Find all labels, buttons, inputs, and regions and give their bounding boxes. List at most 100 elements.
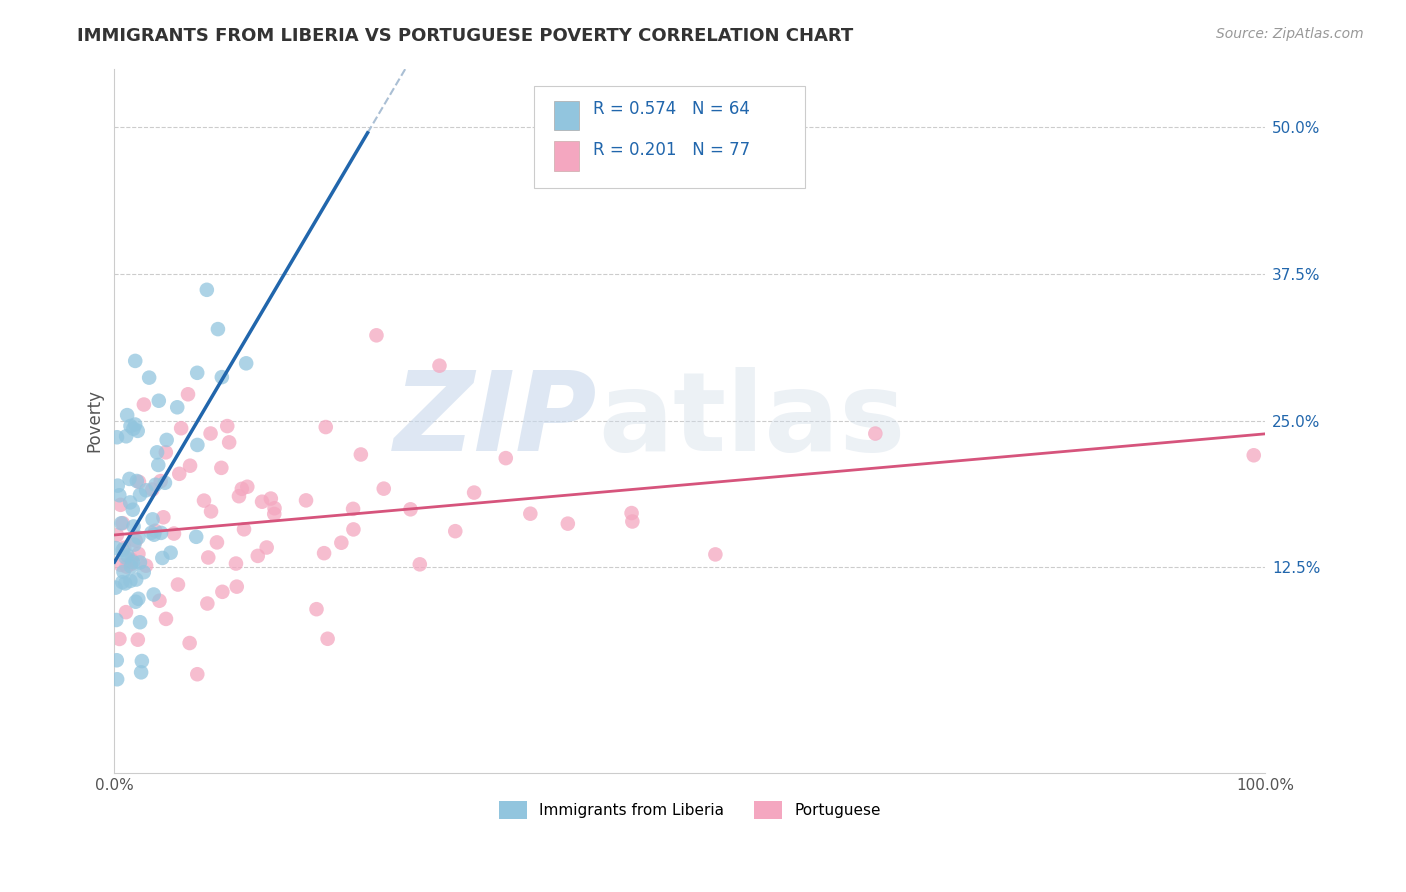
Point [112, 541, 135, 555]
Point [122, 555, 145, 569]
Point [444, 524, 467, 538]
Point [143, 524, 166, 538]
Point [316, 632, 339, 646]
Point [148, 458, 170, 472]
Point [170, 421, 193, 435]
Point [557, 516, 579, 531]
Point [186, 438, 208, 452]
Point [315, 420, 337, 434]
Point [228, 489, 250, 503]
FancyBboxPatch shape [534, 87, 804, 188]
Point [110, 516, 132, 531]
Point [120, 559, 142, 574]
Point [124, 595, 146, 609]
Point [186, 530, 208, 544]
Point [197, 550, 219, 565]
Point [141, 525, 163, 540]
Point [118, 472, 141, 486]
FancyBboxPatch shape [554, 141, 579, 170]
Text: ZIP: ZIP [394, 368, 598, 475]
Point [250, 494, 273, 508]
Point [105, 613, 128, 627]
Point [124, 417, 146, 432]
Point [186, 366, 208, 380]
Point [373, 482, 395, 496]
Point [155, 445, 177, 459]
Point [142, 587, 165, 601]
Point [141, 483, 163, 497]
Point [246, 549, 269, 563]
Point [110, 498, 132, 512]
Point [236, 480, 259, 494]
Point [146, 445, 169, 459]
Point [211, 584, 233, 599]
Point [621, 515, 644, 529]
Point [179, 458, 201, 473]
Point [193, 493, 215, 508]
Point [124, 354, 146, 368]
FancyBboxPatch shape [554, 101, 579, 130]
Point [127, 531, 149, 545]
Point [115, 408, 138, 422]
Point [217, 419, 239, 434]
Point [129, 556, 152, 570]
Point [114, 550, 136, 565]
Point [121, 502, 143, 516]
Point [200, 426, 222, 441]
Point [122, 519, 145, 533]
Point [260, 491, 283, 506]
Point [263, 507, 285, 521]
Point [111, 516, 134, 531]
Point [169, 467, 191, 481]
Point [200, 504, 222, 518]
Legend: Immigrants from Liberia, Portuguese: Immigrants from Liberia, Portuguese [494, 795, 887, 825]
Point [463, 485, 485, 500]
Point [105, 653, 128, 667]
Point [120, 419, 142, 434]
Point [125, 474, 148, 488]
Point [179, 636, 201, 650]
Point [195, 283, 218, 297]
Point [256, 541, 278, 555]
Point [120, 495, 142, 509]
Point [105, 673, 128, 687]
Point [148, 593, 170, 607]
Point [105, 430, 128, 444]
Point [704, 548, 727, 562]
Point [186, 667, 208, 681]
Point [205, 535, 228, 549]
Point [115, 559, 138, 574]
Point [211, 370, 233, 384]
Text: R = 0.574   N = 64: R = 0.574 N = 64 [593, 101, 749, 119]
Point [150, 525, 173, 540]
Text: IMMIGRANTS FROM LIBERIA VS PORTUGUESE POVERTY CORRELATION CHART: IMMIGRANTS FROM LIBERIA VS PORTUGUESE PO… [77, 27, 853, 45]
Point [350, 448, 373, 462]
Point [305, 602, 328, 616]
Point [167, 577, 190, 591]
Point [105, 528, 128, 542]
Point [330, 535, 353, 549]
Point [225, 557, 247, 571]
Point [142, 512, 165, 526]
Point [132, 566, 155, 580]
Point [129, 615, 152, 630]
Point [104, 541, 127, 555]
Point [153, 475, 176, 490]
Point [104, 581, 127, 595]
Point [263, 501, 285, 516]
Point [399, 502, 422, 516]
Point [312, 546, 335, 560]
Point [131, 654, 153, 668]
Point [152, 510, 174, 524]
Point [620, 506, 643, 520]
Text: atlas: atlas [598, 368, 905, 475]
Point [495, 451, 517, 466]
Point [231, 482, 253, 496]
Point [124, 538, 146, 552]
Point [107, 478, 129, 492]
Point [225, 580, 247, 594]
Point [148, 393, 170, 408]
Point [150, 551, 173, 566]
Point [125, 573, 148, 587]
Point [218, 435, 240, 450]
